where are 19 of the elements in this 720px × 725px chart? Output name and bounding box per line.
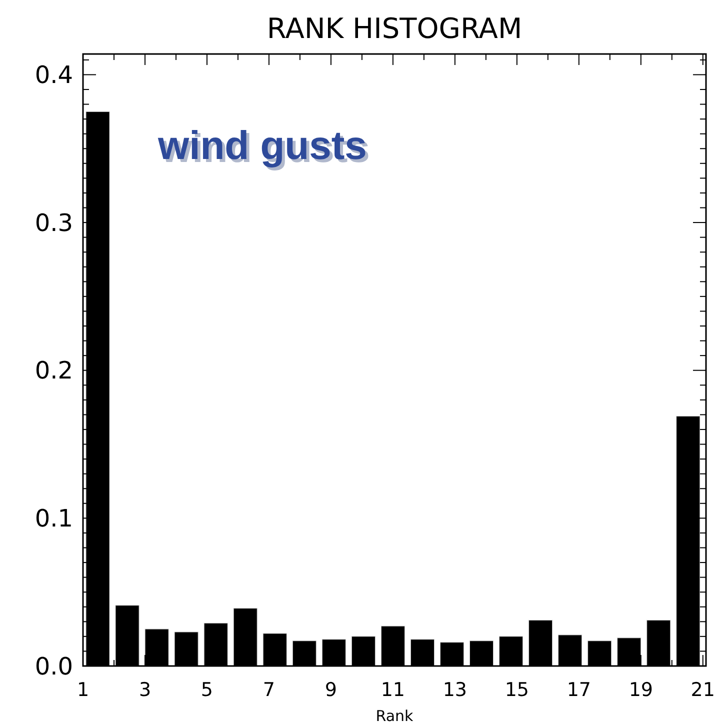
x-axis-title: Rank <box>376 707 414 725</box>
x-tick-label: 21 <box>690 679 715 701</box>
x-tick-label: 13 <box>442 679 468 701</box>
x-tick-label: 1 <box>76 679 90 701</box>
x-tick-label: 19 <box>628 679 654 701</box>
x-tick-label: 17 <box>566 679 592 701</box>
chart-title: RANK HISTOGRAM <box>266 12 522 45</box>
annotation: wind gusts <box>160 127 370 171</box>
x-tick-label: 11 <box>380 679 406 701</box>
x-tick-label: 7 <box>262 679 276 701</box>
y-tick-label: 0.2 <box>34 356 73 385</box>
y-tick-label: 0.3 <box>34 208 73 237</box>
x-tick-label: 9 <box>324 679 338 701</box>
y-tick-label: 0.4 <box>34 61 73 90</box>
x-tick-label: 15 <box>504 679 530 701</box>
x-tick-label: 3 <box>138 679 152 701</box>
y-tick-label: 0.1 <box>34 504 73 533</box>
x-tick-label: 5 <box>200 679 214 701</box>
y-tick-label: 0.0 <box>34 652 73 680</box>
